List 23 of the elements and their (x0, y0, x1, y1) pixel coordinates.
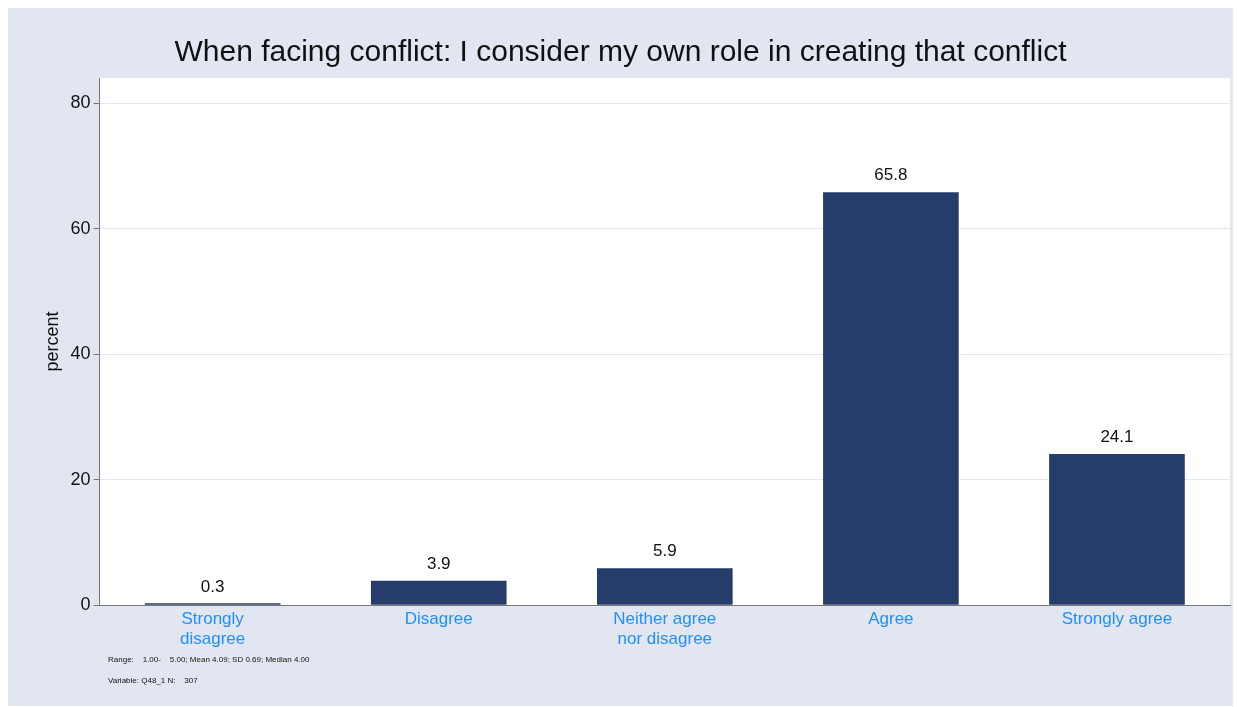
data-label: 65.8 (874, 165, 908, 185)
y-tick-label: 80 (70, 92, 91, 113)
x-tick-label: Strongly disagree (180, 609, 246, 649)
bar (370, 580, 507, 605)
x-tick-label: Strongly agree (1061, 609, 1173, 629)
x-tick-label: Disagree (404, 609, 473, 629)
y-tick-label: 0 (80, 594, 91, 615)
data-label: 24.1 (1100, 427, 1134, 447)
chart-title: When facing conflict: I consider my own role in creating that conflict (173, 34, 1068, 68)
x-tick-label: Agree (868, 609, 914, 629)
bar (1049, 453, 1185, 605)
y-tick-label: 60 (70, 217, 91, 238)
y-tick-label: 40 (70, 343, 91, 364)
bar (596, 568, 733, 605)
y-axis-title: percent (41, 311, 62, 372)
bar (823, 192, 959, 605)
x-tick-label: Neither agree nor disagree (613, 609, 717, 649)
text: Range: 1.00- 5.00; Mean 4.09; SD 0.69; Median 4.00 (108, 655, 311, 665)
data-label: 5.9 (652, 541, 677, 561)
y-tick-label: 20 (70, 468, 91, 489)
data-label: 3.9 (426, 553, 451, 573)
data-label: 0.3 (200, 576, 225, 596)
text: Variable: Q48_1 N: 307 (108, 676, 199, 686)
